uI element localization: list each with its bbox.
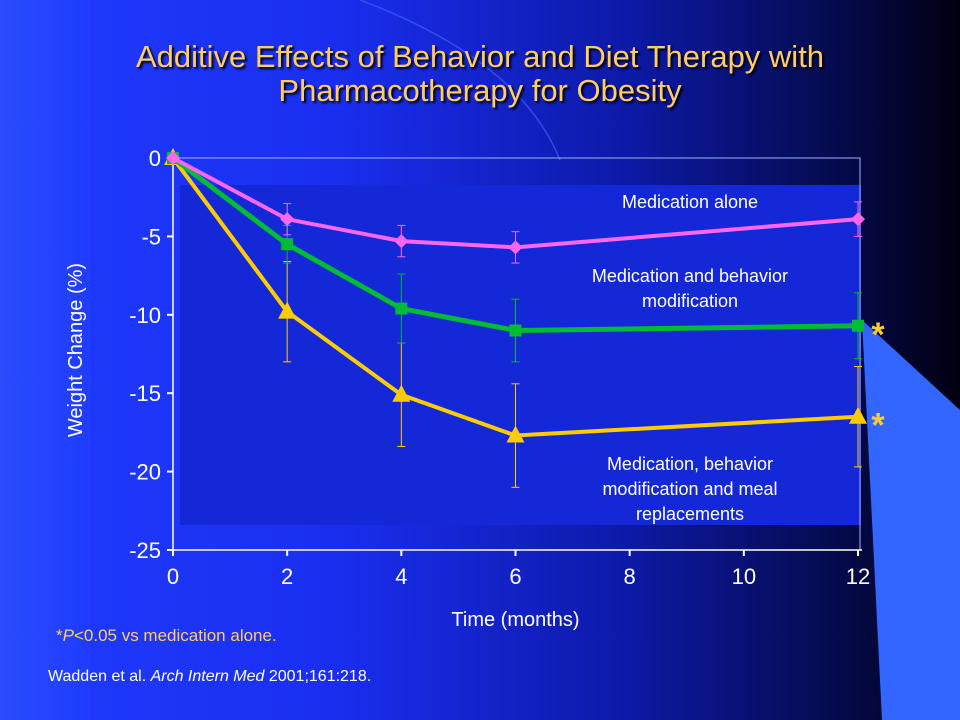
medication-behavior-meal-point — [849, 406, 867, 424]
y-tick-label: -25 — [129, 538, 161, 563]
medication-behavior-significance-star: * — [871, 316, 885, 354]
medication-behavior-point — [395, 302, 408, 315]
x-tick-label: 8 — [624, 564, 636, 589]
medication-alone-point — [508, 240, 523, 255]
x-tick-label: 4 — [395, 564, 407, 589]
citation: Wadden et al. Arch Intern Med 2001;161:2… — [48, 668, 371, 686]
medication-behavior-meal-annotation: Medication, behavior — [607, 454, 773, 474]
x-tick-label: 12 — [846, 564, 870, 589]
footnote-p: P — [62, 626, 74, 645]
y-tick-label: -5 — [141, 224, 161, 249]
citation-journal: Arch Intern Med — [150, 668, 265, 685]
x-tick-label: 10 — [732, 564, 756, 589]
slide-title: Additive Effects of Behavior and Diet Th… — [0, 40, 960, 108]
y-tick-label: -15 — [129, 381, 161, 406]
plot-area-fill — [180, 185, 861, 525]
medication-alone-point — [280, 212, 295, 227]
medication-alone-annotation: Medication alone — [622, 192, 758, 212]
footnote-symbol: * — [56, 626, 63, 645]
medication-alone-point — [394, 234, 409, 249]
slide-background-left-band — [0, 0, 90, 720]
title-line-1: Additive Effects of Behavior and Diet Th… — [135, 39, 825, 74]
medication-behavior-meal-annotation: modification and meal — [602, 479, 777, 499]
medication-alone-point — [166, 151, 180, 165]
x-tick-label: 6 — [509, 564, 521, 589]
medication-behavior-annotation: Medication and behavior — [592, 266, 788, 286]
medication-behavior-meal-point — [506, 425, 525, 443]
medication-behavior-point — [281, 238, 294, 251]
y-axis-label: Weight Change (%) — [65, 263, 87, 437]
medication-behavior-meal-annotation: replacements — [636, 504, 744, 524]
x-tick-label: 0 — [167, 564, 179, 589]
x-axis-label: Time (months) — [451, 609, 579, 631]
y-tick-label: -20 — [129, 460, 161, 485]
x-tick-label: 2 — [281, 564, 293, 589]
footnote: *P<0.05 vs medication alone. — [56, 626, 277, 646]
y-tick-label: -10 — [129, 303, 161, 328]
medication-behavior-meal-point — [392, 384, 411, 402]
decorative-arc — [359, 0, 561, 161]
medication-behavior-point — [509, 324, 522, 337]
medication-behavior-point — [852, 319, 864, 332]
citation-ref: 2001;161:218. — [264, 668, 372, 685]
title-line-2: Pharmacotherapy for Obesity — [278, 73, 682, 108]
citation-authors: Wadden et al. — [48, 668, 151, 685]
footnote-text: <0.05 vs medication alone. — [73, 626, 277, 645]
y-tick-label: 0 — [149, 146, 161, 171]
medication-alone-point — [851, 212, 865, 227]
medication-behavior-annotation: modification — [642, 291, 738, 311]
medication-behavior-meal-significance-star: * — [871, 407, 885, 445]
medication-behavior-meal-point — [278, 301, 297, 319]
decorative-wedge — [862, 320, 960, 720]
